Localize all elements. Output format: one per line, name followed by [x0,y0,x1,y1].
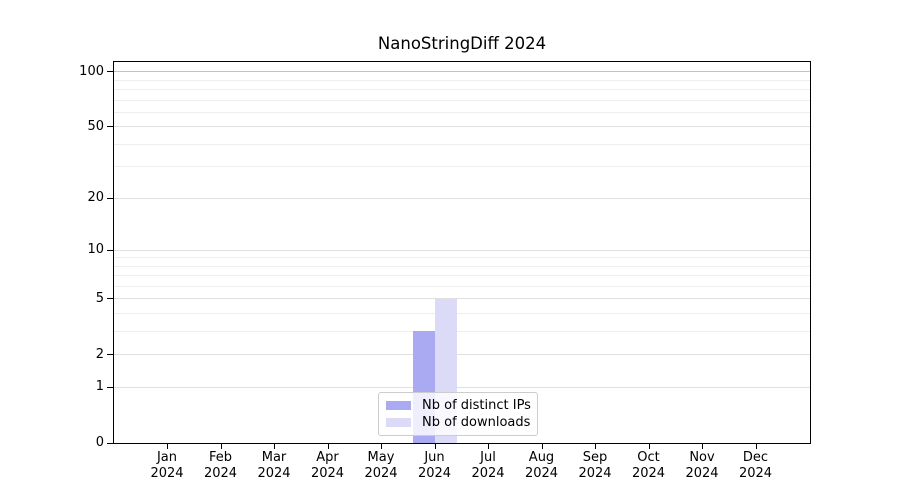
y-tick [107,71,113,73]
x-tick-month: Jul [480,450,496,465]
legend-swatch-downloads [386,418,411,428]
y-tick [107,386,113,388]
x-tick [274,444,275,449]
y-tick [107,442,113,444]
minor-gridline [114,143,810,145]
legend-label-distinct-ips: Nb of distinct IPs [422,397,531,413]
x-tick-label: Sep 2024 [568,450,622,482]
x-tick-label: Jul 2024 [461,450,515,482]
x-tick-month: Jan [156,450,178,465]
minor-gridline [114,111,810,113]
y-tick-label: 20 [87,190,104,206]
x-tick [167,444,168,449]
major-gridline [114,71,810,73]
x-tick [327,444,329,449]
x-tick-month: Jun [424,450,445,465]
x-tick-label: Jun 2024 [408,450,462,482]
x-tick-year: 2024 [471,466,505,481]
x-tick-year: 2024 [524,466,559,481]
x-tick-month: Dec [742,450,769,465]
x-tick-month: Apr [316,450,339,465]
x-tick-year: 2024 [738,466,773,481]
major-gridline [114,298,810,300]
x-tick-year: 2024 [150,466,184,481]
x-tick-label: Jan 2024 [140,450,194,482]
y-tick-label: 100 [79,63,104,79]
y-tick [107,126,113,128]
minor-gridline [114,330,810,332]
x-tick [434,444,436,449]
x-tick-label: Feb 2024 [194,450,248,482]
x-tick-year: 2024 [257,466,291,481]
x-tick-year: 2024 [203,466,238,481]
x-tick-label: Aug 2024 [515,450,569,482]
minor-gridline [114,313,810,315]
y-tick [107,249,113,251]
x-tick [381,444,382,449]
major-gridline [114,354,810,356]
y-tick [107,197,113,199]
x-tick-year: 2024 [685,466,719,481]
minor-gridline [114,265,810,267]
minor-gridline [114,285,810,287]
y-tick-label: 50 [87,118,104,134]
x-tick-month: Sep [582,450,608,465]
x-tick-month: Feb [208,450,233,465]
grid-layer [114,62,810,443]
y-tick-label: 1 [95,379,104,395]
minor-gridline [114,166,810,168]
minor-gridline [114,99,810,101]
minor-gridline [114,275,810,277]
bar-layer [114,62,810,443]
y-tick-label: 0 [95,435,104,450]
y-tick-label: 5 [95,290,104,306]
x-tick-month: Oct [637,450,660,465]
minor-gridline [114,88,810,90]
legend: Nb of distinct IPs Nb of downloads [378,392,538,436]
x-tick-year: 2024 [631,466,666,481]
y-tick [107,354,113,356]
x-tick [702,444,703,449]
x-tick-label: Oct 2024 [622,450,676,482]
x-tick-label: Mar 2024 [247,450,301,482]
x-tick [595,444,596,449]
x-tick [220,444,222,449]
x-tick-label: May 2024 [354,450,408,482]
legend-label-downloads: Nb of downloads [422,415,531,431]
x-tick [488,444,489,449]
x-tick-label: Dec 2024 [729,450,783,482]
legend-item-distinct-ips: Nb of distinct IPs [386,397,531,413]
x-tick [648,444,650,449]
x-tick-month: Mar [261,450,287,465]
legend-swatch-distinct-ips [386,400,411,410]
x-tick-month: Aug [528,450,555,465]
major-gridline [114,197,810,199]
plot-area [113,61,811,444]
major-gridline [114,249,810,251]
x-tick-year: 2024 [578,466,612,481]
x-tick [755,444,757,449]
y-tick [107,298,113,300]
x-tick-year: 2024 [310,466,345,481]
chart-title: NanoStringDiff 2024 [377,34,547,53]
minor-gridline [114,79,810,81]
x-tick-month: May [367,450,395,465]
y-tick-label: 10 [87,242,104,258]
x-tick-month: Nov [689,450,715,465]
y-tick-label: 2 [95,346,104,362]
major-gridline [114,126,810,128]
minor-gridline [114,257,810,259]
legend-item-downloads: Nb of downloads [386,415,530,430]
x-tick-year: 2024 [364,466,398,481]
x-tick [541,444,543,449]
x-tick-year: 2024 [417,466,452,481]
x-tick-label: Apr 2024 [301,450,355,482]
x-tick-label: Nov 2024 [675,450,729,482]
major-gridline [114,386,810,388]
